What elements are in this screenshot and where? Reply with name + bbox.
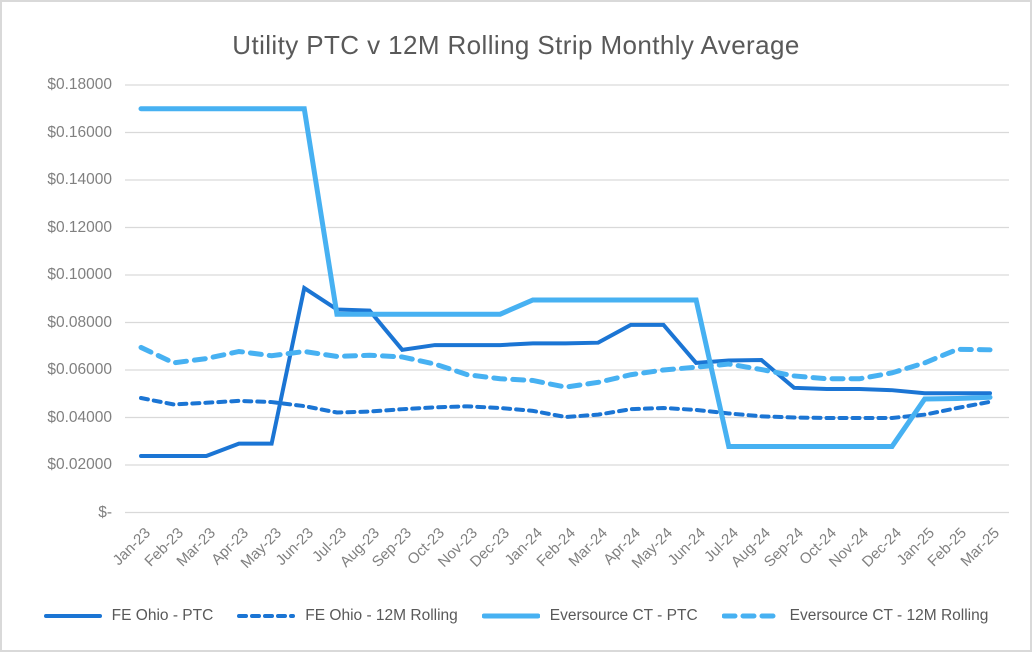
series-line-fe-ohio-12m-rolling bbox=[139, 396, 993, 420]
y-tick-label: $0.18000 bbox=[47, 76, 112, 93]
y-tick-label: $0.04000 bbox=[47, 408, 112, 426]
y-tick-label: $0.08000 bbox=[47, 313, 112, 331]
legend-item-fe-ohio-12m-rolling: FE Ohio - 12M Rolling bbox=[237, 607, 458, 625]
legend-item-eversource-ct-12m-rolling: Eversource CT - 12M Rolling bbox=[721, 607, 989, 625]
legend-label: FE Ohio - 12M Rolling bbox=[305, 607, 458, 624]
legend-label: Eversource CT - PTC bbox=[549, 607, 698, 624]
legend-line-sample bbox=[721, 613, 780, 619]
legend-line-sample bbox=[237, 614, 296, 618]
y-tick-label: $0.16000 bbox=[47, 123, 112, 141]
y-tick-label: $0.02000 bbox=[47, 456, 112, 473]
y-tick-label: $0.14000 bbox=[47, 171, 112, 188]
y-tick-label: $- bbox=[98, 503, 112, 521]
y-tick-label: $0.12000 bbox=[47, 218, 112, 236]
legend-line-sample bbox=[481, 613, 540, 619]
series-line-eversource-ct-ptc bbox=[138, 106, 993, 449]
chart-title: Utility PTC v 12M Rolling Strip Monthly … bbox=[232, 30, 800, 60]
y-tick-label: $0.06000 bbox=[47, 361, 112, 378]
series-line-fe-ohio-ptc bbox=[139, 284, 993, 458]
series-line-eversource-ct-12m-rolling bbox=[138, 344, 993, 390]
legend-item-eversource-ct-ptc: Eversource CT - PTC bbox=[481, 607, 698, 625]
y-tick-label: $0.10000 bbox=[47, 266, 112, 283]
legend-label: Eversource CT - 12M Rolling bbox=[789, 607, 989, 624]
legend: FE Ohio - PTC FE Ohio - 12M Rolling Everso… bbox=[2, 607, 1030, 625]
legend-item-fe-ohio-ptc: FE Ohio - PTC bbox=[43, 607, 214, 625]
legend-line-sample bbox=[43, 614, 102, 618]
legend-label: FE Ohio - PTC bbox=[111, 607, 214, 624]
